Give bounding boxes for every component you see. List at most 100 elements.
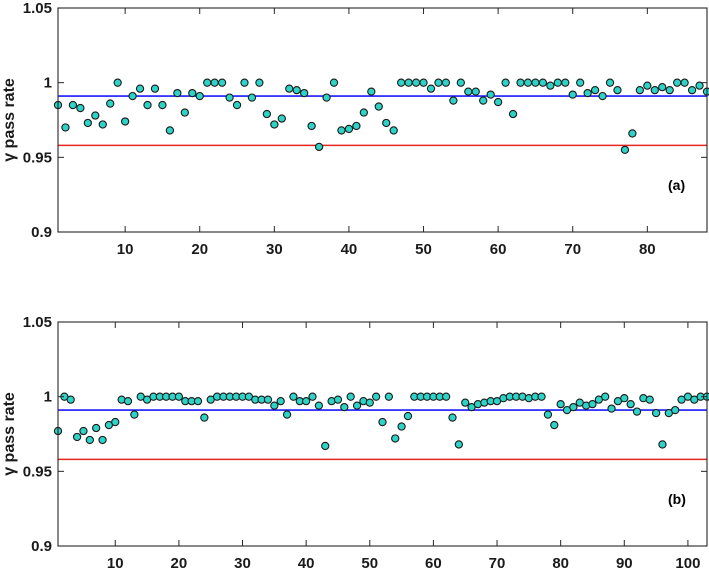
data-point [601,392,610,401]
data-point [106,99,115,108]
data-point [471,87,480,96]
data-point [658,440,667,449]
data-point [217,78,227,87]
data-point [344,124,354,134]
data-point [523,78,533,87]
data-point [322,93,331,102]
data-point [620,145,630,155]
data-point [188,88,197,98]
data-point [371,392,381,401]
y-tick-label: 0.9 [31,224,52,241]
x-tick-label: 40 [298,555,315,572]
data-point [441,78,451,87]
data-point [91,111,100,120]
data-point [225,93,234,102]
data-point [285,84,294,93]
data-point [232,100,242,110]
y-tick-label: 1.05 [23,0,52,17]
data-point [613,85,622,95]
y-tick-label: 0.95 [23,463,52,480]
data-point [262,109,272,119]
data-point [329,78,339,87]
data-point [632,407,642,416]
data-point [605,78,615,87]
data-point [263,395,273,404]
data-point [493,97,503,107]
data-point [650,85,659,95]
data-point [598,91,607,101]
data-point [98,120,107,129]
x-tick-label: 10 [107,555,124,572]
data-point [397,422,406,431]
data-point [83,118,92,128]
data-point [276,396,285,406]
panel-label: (b) [668,491,686,507]
data-point [289,392,298,401]
data-point [282,410,292,419]
y-axis-label: γ pass rate [1,78,18,162]
data-point [92,423,101,433]
data-point [673,78,682,87]
data-point [501,78,510,87]
data-point [123,396,133,406]
data-point [308,392,317,401]
data-point [645,395,654,404]
x-tick-label: 60 [490,241,507,258]
data-point [550,420,559,430]
data-point [367,87,376,96]
x-tick-label: 50 [415,241,432,258]
x-tick-label: 80 [639,241,656,258]
data-point [441,392,451,401]
data-point [210,78,219,87]
data-point [300,88,309,98]
data-point [553,78,562,87]
data-point [346,392,355,401]
data-point [240,78,249,87]
data-point [464,87,473,96]
data-point [456,78,465,87]
x-tick-label: 40 [341,241,358,258]
data-point [68,100,78,110]
x-tick-label: 70 [564,241,581,258]
x-tick-label: 30 [234,555,251,572]
data-point [384,392,394,401]
data-point [403,411,413,421]
data-point [165,126,175,135]
data-point [314,142,324,152]
data-point [61,123,70,132]
data-point [333,395,343,404]
data-point [651,408,661,418]
data-point [448,413,457,422]
x-tick-label: 100 [675,555,700,572]
data-point [569,402,578,412]
axes-box [57,7,708,233]
data-point [352,401,362,410]
x-tick-label: 80 [552,555,569,572]
data-point [158,100,167,110]
data-point [568,90,577,99]
data-point [374,102,383,111]
data-point [508,109,518,119]
data-point [195,91,204,101]
data-point [247,93,257,102]
data-point [590,85,600,95]
data-point [130,410,139,419]
data-point [556,399,565,409]
x-tick-label: 30 [266,241,283,258]
data-point [255,78,264,87]
data-point [702,87,709,96]
data-point [583,88,592,98]
data-point [576,78,585,87]
x-tick-label: 20 [171,555,188,572]
x-tick-label: 60 [425,555,442,572]
data-point [382,118,391,128]
y-tick-label: 1 [44,75,52,92]
x-tick-label: 10 [117,241,134,258]
data-point [543,410,553,419]
data-point [143,100,152,110]
data-point [643,81,652,90]
data-point [546,81,555,90]
data-point [200,413,209,422]
data-point [671,405,680,415]
data-point [396,78,406,87]
